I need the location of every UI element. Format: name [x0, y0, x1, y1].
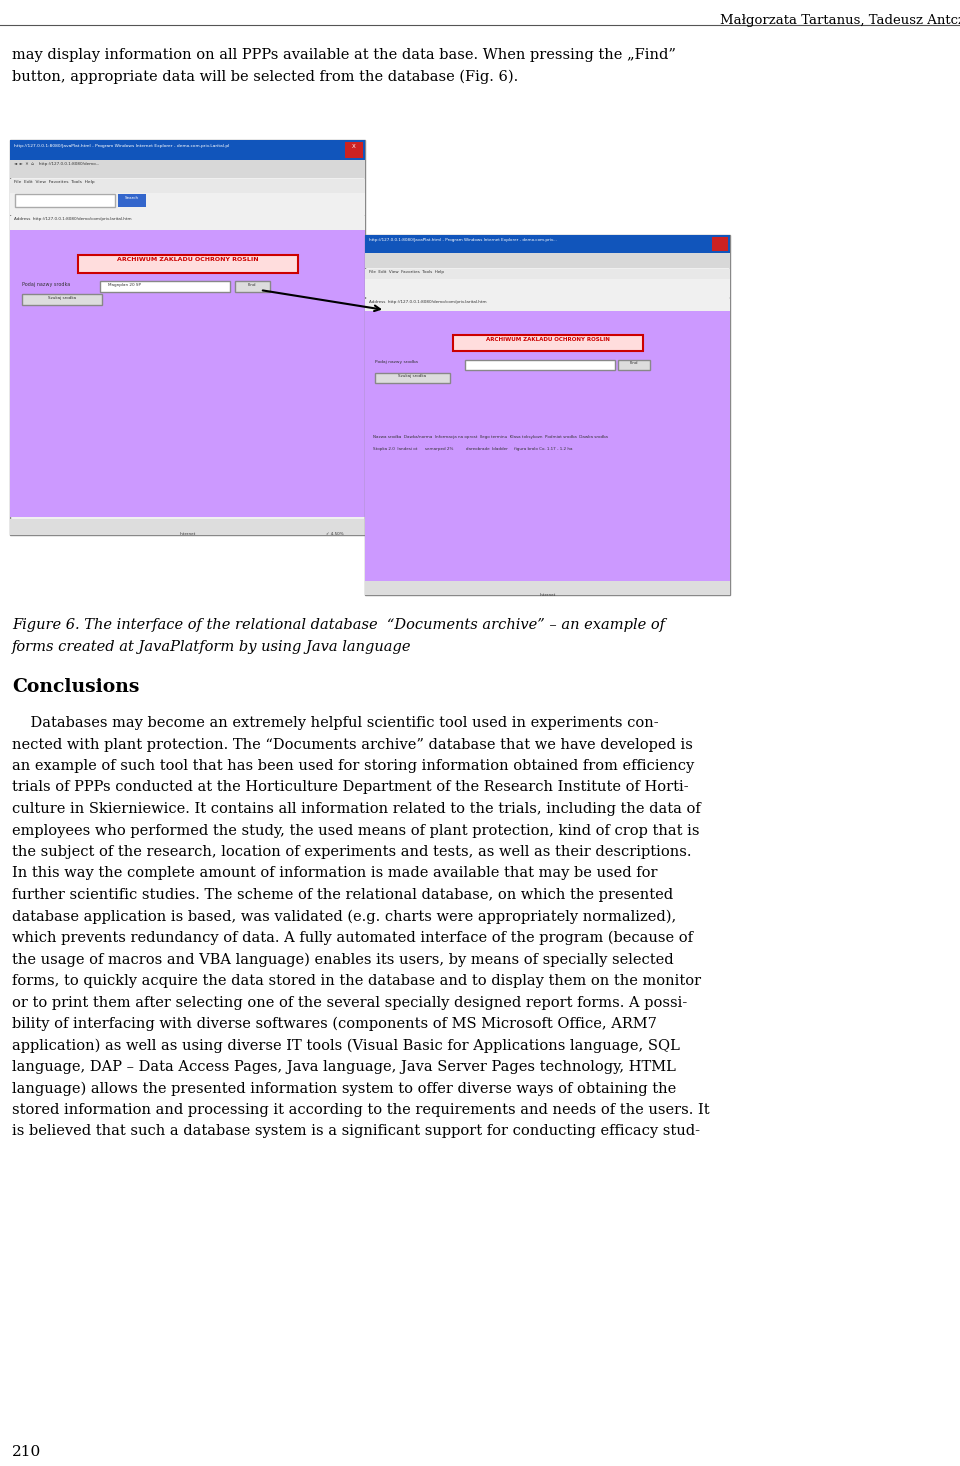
Text: the subject of the research, location of experiments and tests, as well as their: the subject of the research, location of… [12, 844, 691, 859]
Bar [118, 194, 146, 207]
Bar [618, 361, 650, 369]
Bar [10, 519, 365, 535]
Text: Search: Search [125, 196, 139, 199]
Text: ARCHIWUM ZAKLADU OCHRONY ROSLIN: ARCHIWUM ZAKLADU OCHRONY ROSLIN [486, 337, 610, 342]
Text: Podaj nazwy srodka: Podaj nazwy srodka [375, 361, 418, 364]
Text: ARCHIWUM ZAKLADU OCHRONY ROSLIN: ARCHIWUM ZAKLADU OCHRONY ROSLIN [117, 257, 258, 262]
Bar [10, 216, 365, 230]
Text: may display information on all PPPs available at the data base. When pressing th: may display information on all PPPs avai… [12, 48, 676, 62]
Text: an example of such tool that has been used for storing information obtained from: an example of such tool that has been us… [12, 759, 694, 773]
Text: language, DAP – Data Access Pages, Java language, Java Server Pages technology, : language, DAP – Data Access Pages, Java … [12, 1060, 676, 1075]
Text: stored information and processing it according to the requirements and needs of : stored information and processing it acc… [12, 1102, 709, 1117]
Text: application) as well as using diverse IT tools (Visual Basic for Applications la: application) as well as using diverse IT… [12, 1038, 680, 1053]
Bar [375, 372, 450, 383]
Bar [365, 254, 730, 268]
Bar [345, 142, 363, 158]
Text: ✓ 4.50%: ✓ 4.50% [326, 532, 344, 537]
Bar [365, 311, 730, 581]
Text: culture in Skierniewice. It contains all information related to the trials, incl: culture in Skierniewice. It contains all… [12, 802, 701, 817]
Bar [10, 139, 365, 535]
Text: trials of PPPs conducted at the Horticulture Department of the Research Institut: trials of PPPs conducted at the Horticul… [12, 780, 688, 795]
Text: 210: 210 [12, 1445, 41, 1459]
Text: Find: Find [248, 283, 256, 287]
Text: File  Edit  View  Favorites  Tools  Help: File Edit View Favorites Tools Help [369, 270, 444, 274]
Text: Address  http://127.0.0.1:8080/demo/com/priv.larital.htm: Address http://127.0.0.1:8080/demo/com/p… [369, 301, 487, 303]
Bar [10, 139, 365, 160]
Bar [365, 581, 730, 595]
Text: Databases may become an extremely helpful scientific tool used in experiments co: Databases may become an extremely helpfu… [12, 715, 659, 730]
Text: File  Edit  View  Favorites  Tools  Help: File Edit View Favorites Tools Help [14, 180, 95, 185]
Text: nected with plant protection. The “Documents archive” database that we have deve: nected with plant protection. The “Docum… [12, 737, 693, 752]
Text: Figure 6. The interface of the relational database  “Documents archive” – an exa: Figure 6. The interface of the relationa… [12, 619, 665, 632]
Bar [365, 235, 730, 254]
Bar [365, 235, 730, 595]
Bar [22, 295, 102, 305]
Text: the usage of macros and VBA language) enables its users, by means of specially s: the usage of macros and VBA language) en… [12, 953, 674, 968]
Bar [10, 230, 365, 517]
Text: Internet: Internet [180, 532, 196, 537]
Bar [365, 279, 730, 298]
Text: forms, to quickly acquire the data stored in the database and to display them on: forms, to quickly acquire the data store… [12, 973, 701, 988]
Text: In this way the complete amount of information is made available that may be use: In this way the complete amount of infor… [12, 866, 658, 881]
Bar [10, 179, 365, 194]
Text: language) allows the presented information system to offer diverse ways of obtai: language) allows the presented informati… [12, 1082, 676, 1097]
Bar [712, 237, 728, 251]
Bar [10, 160, 365, 177]
Text: Conclusions: Conclusions [12, 677, 139, 696]
Bar [100, 281, 230, 292]
Text: further scientific studies. The scheme of the relational database, on which the : further scientific studies. The scheme o… [12, 888, 673, 902]
Text: ◄  ►  ✕  ⌂    http://127.0.0.1:8080/demo...: ◄ ► ✕ ⌂ http://127.0.0.1:8080/demo... [14, 163, 100, 166]
Text: Nazwa srodka  Dawka/norma  Informacja na oprost  Ilego terminu  Klasa toksykozn : Nazwa srodka Dawka/norma Informacja na o… [373, 435, 608, 438]
Text: bility of interfacing with diverse softwares (components of MS Microsoft Office,: bility of interfacing with diverse softw… [12, 1017, 657, 1032]
Text: http://127.0.0.1:8080/JavaPlat.html - Program Windows Internet Explorer - demo.c: http://127.0.0.1:8080/JavaPlat.html - Pr… [14, 144, 229, 148]
Text: http://127.0.0.1:8080/JavaPlat.html - Program Windows Internet Explorer - demo.c: http://127.0.0.1:8080/JavaPlat.html - Pr… [369, 237, 557, 242]
Text: X: X [352, 144, 356, 150]
Bar [465, 361, 615, 369]
Text: is believed that such a database system is a significant support for conducting : is believed that such a database system … [12, 1124, 700, 1139]
Text: Podaj nazwy srodka: Podaj nazwy srodka [22, 281, 70, 287]
Text: employees who performed the study, the used means of plant protection, kind of c: employees who performed the study, the u… [12, 824, 700, 837]
Text: forms created at JavaPlatform by using Java language: forms created at JavaPlatform by using J… [12, 641, 412, 654]
Text: button, appropriate data will be selected from the database (Fig. 6).: button, appropriate data will be selecte… [12, 70, 518, 85]
Text: Stopka 2.0  landesi ot      semarped 2%          dareobrade  bladder     figura : Stopka 2.0 landesi ot semarped 2% dareob… [373, 447, 572, 452]
Bar [452, 336, 642, 350]
Text: Szukaj srodka: Szukaj srodka [398, 374, 426, 378]
Text: database application is based, was validated (e.g. charts were appropriately nor: database application is based, was valid… [12, 909, 676, 924]
Text: or to print them after selecting one of the several specially designed report fo: or to print them after selecting one of … [12, 995, 687, 1010]
Bar [10, 194, 365, 216]
Text: Find: Find [630, 361, 638, 365]
Text: Internet: Internet [540, 594, 556, 597]
Text: which prevents redundancy of data. A fully automated interface of the program (b: which prevents redundancy of data. A ful… [12, 931, 693, 946]
Text: Magnplan 20 SP: Magnplan 20 SP [108, 283, 141, 287]
Text: Szukaj srodka: Szukaj srodka [48, 296, 76, 301]
Bar [15, 194, 115, 207]
Bar [365, 268, 730, 281]
Text: Address  http://127.0.0.1:8080/demo/com/priv.larital.htm: Address http://127.0.0.1:8080/demo/com/p… [14, 217, 132, 221]
Bar [235, 281, 270, 292]
Bar [78, 255, 298, 273]
Bar [365, 299, 730, 311]
Text: Małgorzata Tartanus, Tadeusz Antczak: Małgorzata Tartanus, Tadeusz Antczak [720, 15, 960, 26]
